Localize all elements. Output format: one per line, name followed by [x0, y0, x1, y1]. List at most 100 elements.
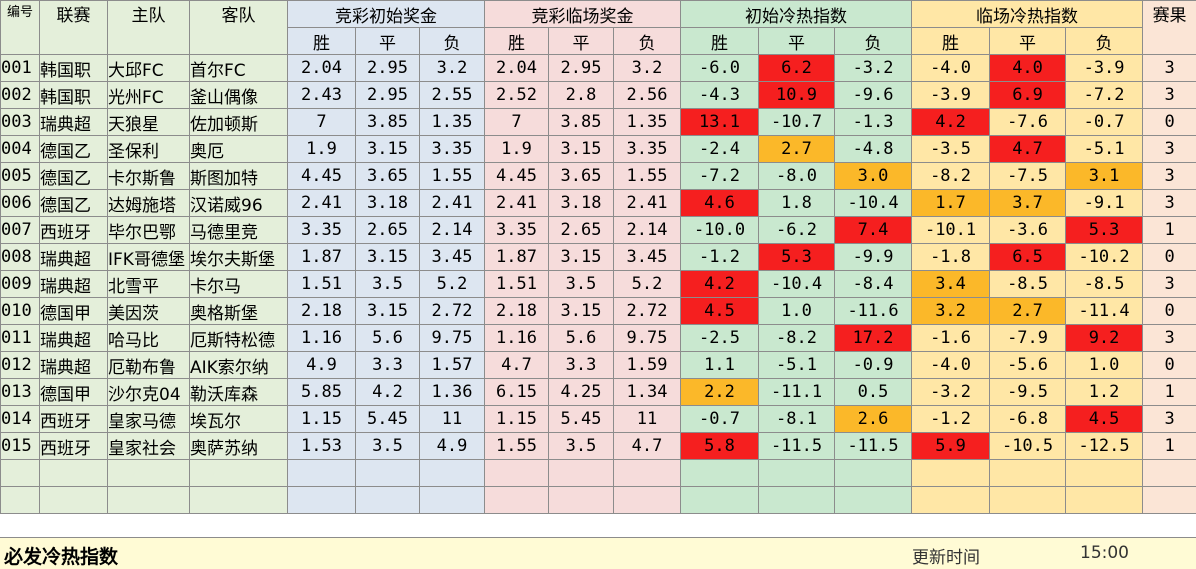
cell-league[interactable]: 瑞典超 — [40, 244, 108, 271]
cell-k-1[interactable]: 5.45 — [356, 406, 420, 433]
cell-z-1[interactable]: 4.7 — [990, 136, 1066, 163]
cell-result[interactable]: 3 — [1143, 325, 1196, 352]
cell-result[interactable]: 0 — [1143, 352, 1196, 379]
sub-loss[interactable]: 负 — [1066, 28, 1143, 55]
cell-league[interactable]: 西班牙 — [40, 217, 108, 244]
cell-k-2[interactable]: 2.14 — [420, 217, 485, 244]
cell-k-0[interactable]: 2.41 — [288, 190, 356, 217]
cell-away[interactable]: 勒沃库森 — [190, 379, 288, 406]
cell-l-2[interactable]: 3.35 — [614, 136, 681, 163]
cell-result[interactable]: 0 — [1143, 298, 1196, 325]
cell-away[interactable]: 埃尔夫斯堡 — [190, 244, 288, 271]
cell-i-0[interactable]: -7.2 — [681, 163, 759, 190]
empty-cell[interactable] — [1, 460, 40, 487]
cell-i-2[interactable]: 7.4 — [835, 217, 912, 244]
empty-cell[interactable] — [420, 487, 485, 514]
cell-l-0[interactable]: 2.18 — [485, 298, 549, 325]
cell-l-0[interactable]: 1.15 — [485, 406, 549, 433]
cell-result[interactable]: 1 — [1143, 217, 1196, 244]
cell-z-1[interactable]: -9.5 — [990, 379, 1066, 406]
cell-k-2[interactable]: 1.55 — [420, 163, 485, 190]
cell-result[interactable]: 3 — [1143, 136, 1196, 163]
cell-i-1[interactable]: 10.9 — [759, 82, 835, 109]
sub-win[interactable]: 胜 — [912, 28, 990, 55]
cell-i-2[interactable]: -11.6 — [835, 298, 912, 325]
update-time-value[interactable]: 15:00 — [1080, 543, 1129, 563]
cell-i-2[interactable]: -4.8 — [835, 136, 912, 163]
cell-i-2[interactable]: 0.5 — [835, 379, 912, 406]
empty-cell[interactable] — [614, 460, 681, 487]
sub-draw[interactable]: 平 — [549, 28, 614, 55]
cell-no[interactable]: 008 — [1, 244, 40, 271]
cell-away[interactable]: 奥萨苏纳 — [190, 433, 288, 460]
empty-cell[interactable] — [549, 460, 614, 487]
cell-i-1[interactable]: 6.2 — [759, 55, 835, 82]
cell-z-0[interactable]: -3.2 — [912, 379, 990, 406]
empty-cell[interactable] — [420, 460, 485, 487]
cell-z-0[interactable]: 4.2 — [912, 109, 990, 136]
cell-i-1[interactable]: 5.3 — [759, 244, 835, 271]
empty-cell[interactable] — [759, 460, 835, 487]
cell-z-1[interactable]: -3.6 — [990, 217, 1066, 244]
cell-no[interactable]: 003 — [1, 109, 40, 136]
sub-loss[interactable]: 负 — [614, 28, 681, 55]
header-home[interactable]: 主队 — [108, 1, 190, 55]
cell-z-1[interactable]: 3.7 — [990, 190, 1066, 217]
cell-league[interactable]: 瑞典超 — [40, 352, 108, 379]
header-no[interactable]: 编号 — [1, 1, 40, 55]
empty-cell[interactable] — [835, 460, 912, 487]
cell-k-0[interactable]: 1.53 — [288, 433, 356, 460]
cell-no[interactable]: 007 — [1, 217, 40, 244]
cell-i-1[interactable]: 1.8 — [759, 190, 835, 217]
cell-result[interactable]: 1 — [1143, 379, 1196, 406]
empty-cell[interactable] — [549, 487, 614, 514]
cell-away[interactable]: 奥格斯堡 — [190, 298, 288, 325]
cell-home[interactable]: 哈马比 — [108, 325, 190, 352]
cell-z-2[interactable]: -11.4 — [1066, 298, 1143, 325]
cell-z-0[interactable]: -10.1 — [912, 217, 990, 244]
cell-i-0[interactable]: -0.7 — [681, 406, 759, 433]
cell-home[interactable]: 光州FC — [108, 82, 190, 109]
cell-l-1[interactable]: 3.65 — [549, 163, 614, 190]
cell-home[interactable]: 厄勒布鲁 — [108, 352, 190, 379]
cell-league[interactable]: 德国甲 — [40, 298, 108, 325]
cell-l-0[interactable]: 1.55 — [485, 433, 549, 460]
empty-cell[interactable] — [759, 487, 835, 514]
cell-z-1[interactable]: -5.6 — [990, 352, 1066, 379]
header-live-index[interactable]: 临场冷热指数 — [912, 1, 1143, 28]
cell-k-0[interactable]: 3.35 — [288, 217, 356, 244]
empty-cell[interactable] — [912, 487, 990, 514]
cell-i-1[interactable]: 1.0 — [759, 298, 835, 325]
cell-z-2[interactable]: 1.0 — [1066, 352, 1143, 379]
header-live-odds[interactable]: 竞彩临场奖金 — [485, 1, 681, 28]
cell-i-1[interactable]: -8.0 — [759, 163, 835, 190]
cell-away[interactable]: 釜山偶像 — [190, 82, 288, 109]
empty-cell[interactable] — [1, 487, 40, 514]
cell-l-1[interactable]: 3.15 — [549, 298, 614, 325]
empty-row[interactable] — [1, 487, 1196, 514]
cell-result[interactable]: 1 — [1143, 433, 1196, 460]
cell-league[interactable]: 西班牙 — [40, 406, 108, 433]
cell-away[interactable]: 首尔FC — [190, 55, 288, 82]
cell-l-1[interactable]: 2.95 — [549, 55, 614, 82]
cell-k-2[interactable]: 3.45 — [420, 244, 485, 271]
cell-k-2[interactable]: 1.36 — [420, 379, 485, 406]
empty-cell[interactable] — [990, 487, 1066, 514]
cell-z-2[interactable]: -8.5 — [1066, 271, 1143, 298]
cell-i-2[interactable]: -1.3 — [835, 109, 912, 136]
cell-i-1[interactable]: 2.7 — [759, 136, 835, 163]
cell-home[interactable]: 天狼星 — [108, 109, 190, 136]
empty-cell[interactable] — [288, 487, 356, 514]
cell-z-2[interactable]: -12.5 — [1066, 433, 1143, 460]
cell-k-0[interactable]: 1.15 — [288, 406, 356, 433]
cell-l-1[interactable]: 3.5 — [549, 433, 614, 460]
cell-league[interactable]: 德国甲 — [40, 379, 108, 406]
cell-z-2[interactable]: 4.5 — [1066, 406, 1143, 433]
cell-i-0[interactable]: -4.3 — [681, 82, 759, 109]
cell-k-0[interactable]: 5.85 — [288, 379, 356, 406]
cell-l-1[interactable]: 3.85 — [549, 109, 614, 136]
